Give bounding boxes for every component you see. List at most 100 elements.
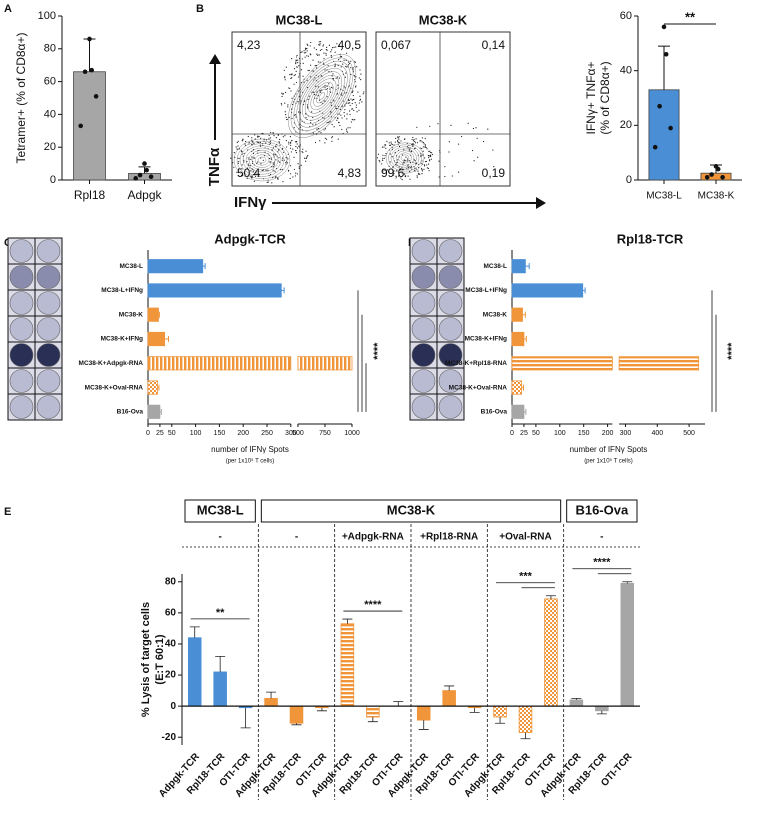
event-dot bbox=[298, 166, 300, 168]
event-dot bbox=[253, 180, 255, 182]
contour bbox=[313, 85, 331, 107]
event-dot bbox=[400, 140, 402, 142]
event-dot bbox=[295, 81, 298, 84]
event-dot bbox=[313, 93, 316, 96]
event-dot bbox=[230, 157, 232, 159]
event-dot bbox=[261, 169, 263, 172]
event-dot bbox=[331, 49, 333, 51]
event-dot bbox=[429, 155, 431, 157]
event-dot bbox=[285, 116, 287, 118]
event-dot bbox=[345, 72, 347, 74]
event-dot bbox=[331, 123, 333, 126]
event-dot bbox=[411, 143, 413, 146]
event-dot bbox=[241, 164, 243, 166]
event-dot bbox=[335, 108, 338, 110]
event-dot bbox=[249, 165, 251, 167]
event-dot bbox=[386, 169, 389, 171]
event-dot bbox=[319, 61, 321, 63]
x-tick-label: 250 bbox=[261, 430, 273, 437]
event-dot bbox=[341, 49, 343, 51]
y-tick-label: 80 bbox=[165, 576, 177, 587]
event-dot bbox=[423, 165, 426, 167]
event-dot bbox=[421, 141, 423, 143]
event-dot bbox=[421, 168, 423, 171]
event-dot bbox=[423, 164, 426, 166]
data-point bbox=[93, 94, 99, 99]
well bbox=[438, 317, 463, 341]
event-dot bbox=[428, 154, 430, 157]
contour bbox=[236, 141, 288, 179]
significance-label: **** bbox=[372, 342, 384, 360]
event-dot bbox=[331, 140, 333, 142]
event-dot bbox=[233, 166, 235, 168]
error-bar bbox=[622, 581, 633, 584]
event-dot bbox=[351, 91, 353, 93]
event-dot bbox=[305, 160, 307, 162]
event-dot bbox=[385, 152, 387, 155]
event-dot bbox=[460, 135, 463, 138]
condition-label: - bbox=[295, 532, 298, 543]
well bbox=[36, 239, 61, 263]
event-dot bbox=[251, 140, 253, 142]
well bbox=[438, 239, 463, 263]
event-dot bbox=[378, 159, 380, 162]
event-dot bbox=[476, 137, 478, 139]
error-bar bbox=[418, 720, 429, 730]
event-dot bbox=[355, 85, 357, 87]
event-dot bbox=[298, 124, 300, 126]
event-dot bbox=[430, 152, 433, 154]
event-dot bbox=[318, 54, 320, 56]
error-bar bbox=[596, 710, 607, 715]
well bbox=[411, 317, 436, 341]
event-dot bbox=[427, 163, 430, 165]
event-dot bbox=[311, 111, 313, 113]
event-dot bbox=[425, 146, 427, 149]
event-dot bbox=[292, 176, 294, 178]
contour bbox=[254, 154, 270, 166]
event-dot bbox=[286, 162, 289, 164]
event-dot bbox=[284, 111, 286, 113]
well bbox=[9, 395, 34, 419]
event-dot bbox=[306, 43, 308, 45]
condition-label: +Rpl18-RNA bbox=[420, 532, 478, 543]
event-dot bbox=[383, 157, 385, 159]
event-dot bbox=[289, 87, 291, 90]
data-point bbox=[704, 174, 710, 180]
event-dot bbox=[330, 55, 332, 57]
error-bar bbox=[189, 626, 200, 638]
event-dot bbox=[319, 140, 321, 142]
well bbox=[438, 395, 463, 419]
well bbox=[411, 369, 436, 393]
event-dot bbox=[288, 141, 290, 143]
event-dot bbox=[290, 142, 292, 144]
event-dot bbox=[388, 142, 390, 144]
y-tick-label: MC38-K+Oval-RNA bbox=[85, 384, 144, 391]
event-dot bbox=[398, 166, 400, 168]
event-dot bbox=[238, 148, 241, 150]
event-dot bbox=[252, 170, 254, 173]
event-dot bbox=[240, 174, 243, 177]
bar bbox=[569, 699, 584, 707]
event-dot bbox=[381, 146, 384, 148]
event-dot bbox=[287, 158, 289, 160]
event-dot bbox=[286, 146, 288, 148]
arrow-head bbox=[536, 197, 546, 209]
event-dot bbox=[269, 140, 272, 142]
event-dot bbox=[382, 170, 384, 172]
error-bar bbox=[658, 45, 670, 90]
event-dot bbox=[389, 153, 391, 155]
bar bbox=[544, 598, 558, 707]
event-dot bbox=[397, 159, 399, 161]
event-dot bbox=[331, 75, 333, 77]
event-dot bbox=[237, 140, 239, 142]
event-dot bbox=[314, 141, 317, 144]
event-dot bbox=[319, 43, 321, 45]
event-dot bbox=[295, 145, 297, 148]
event-dot bbox=[297, 59, 299, 61]
event-dot bbox=[257, 135, 259, 137]
event-dot bbox=[242, 138, 244, 140]
contour bbox=[302, 71, 342, 121]
event-dot bbox=[292, 148, 294, 150]
event-dot bbox=[307, 69, 309, 72]
